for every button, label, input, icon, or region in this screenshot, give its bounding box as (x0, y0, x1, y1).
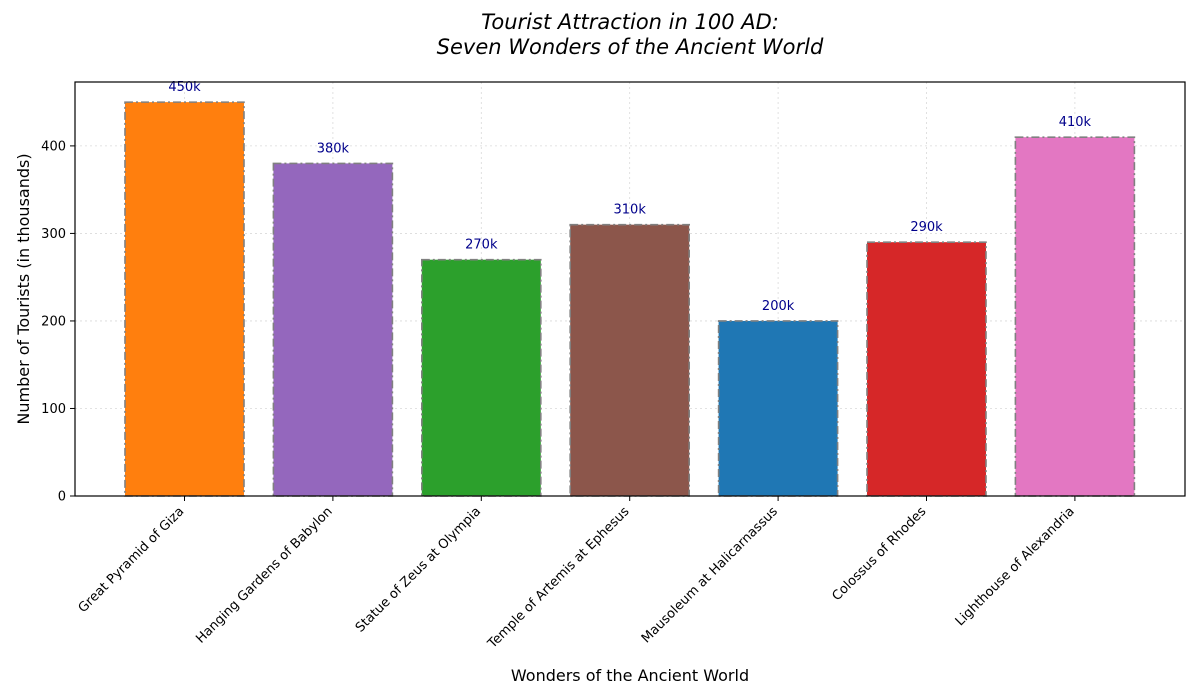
chart-title-line-1: Tourist Attraction in 100 AD: (481, 10, 779, 34)
bar-value-label: 270k (465, 238, 498, 253)
x-tick-label: Great Pyramid of Giza (76, 504, 188, 616)
x-tick-label: Colossus of Rhodes (829, 504, 929, 604)
bars (124, 101, 1136, 497)
chart-title: Tourist Attraction in 100 AD: Seven Wond… (0, 10, 1200, 60)
bar-value-label: 450k (168, 80, 201, 95)
bar-value-label: 410k (1059, 115, 1092, 130)
x-tick-label: Mausoleum at Halicarnassus (639, 504, 781, 646)
bar (1014, 136, 1136, 497)
bar-value-label: 310k (614, 203, 647, 218)
bar-value-label: 380k (317, 141, 350, 156)
chart-title-line-2: Seven Wonders of the Ancient World (436, 35, 824, 59)
bar (717, 320, 839, 497)
x-tick-label: Temple of Artemis at Ephesus (485, 504, 633, 652)
bar-value-label: 200k (762, 299, 795, 314)
y-tick-label: 400 (41, 139, 66, 154)
bar (420, 258, 542, 497)
y-tick-label: 300 (41, 227, 66, 242)
y-axis-label: Number of Tourists (in thousands) (14, 153, 33, 424)
x-axis-label: Wonders of the Ancient World (511, 666, 749, 685)
x-tick-label: Hanging Gardens of Babylon (193, 504, 335, 646)
bar (569, 223, 691, 497)
x-tick-label: Lighthouse of Alexandria (953, 504, 1078, 629)
y-tick-label: 200 (41, 314, 66, 329)
y-tick-label: 100 (41, 402, 66, 417)
value-labels: 450k 380k 270k 310k 200k 290k 410k (168, 80, 1091, 314)
bar (866, 241, 987, 497)
bar (124, 101, 245, 497)
bar-value-label: 290k (910, 220, 943, 235)
x-tick-label: Statue of Zeus at Olympia (353, 504, 484, 635)
y-tick-label: 0 (58, 490, 66, 505)
bar (272, 162, 394, 497)
